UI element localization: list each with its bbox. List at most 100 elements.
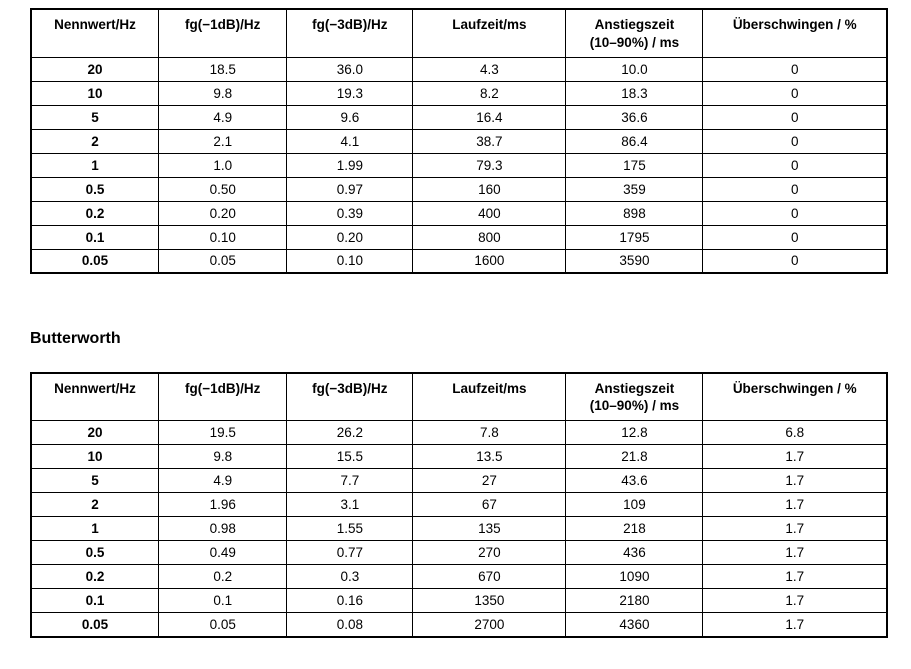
- table-cell: 4360: [565, 612, 704, 638]
- filter-table-butterworth: Nennwert/Hz fg(−1dB)/Hz fg(−3dB)/Hz Lauf…: [30, 371, 888, 638]
- table-cell: 0: [702, 80, 888, 106]
- table-cell: 1.7: [702, 492, 888, 518]
- table-row: 5 4.9 9.6 16.4 36.6 0: [30, 104, 888, 130]
- table-cell: 0: [702, 224, 888, 250]
- table-cell: 86.4: [565, 128, 704, 154]
- table-cell: 2.1: [158, 128, 288, 154]
- table-cell: 1.7: [702, 612, 888, 638]
- table-cell: 0: [702, 104, 888, 130]
- column-header-laufzeit: Laufzeit/ms: [412, 372, 567, 422]
- table-cell: 9.8: [158, 80, 288, 106]
- table-cell: 5: [30, 468, 160, 494]
- filter-table-top: Nennwert/Hz fg(−1dB)/Hz fg(−3dB)/Hz Lauf…: [30, 8, 888, 274]
- table-cell: 0.16: [286, 588, 414, 614]
- table-cell: 79.3: [412, 152, 567, 178]
- table-cell: 0: [702, 56, 888, 82]
- table-cell: 0.97: [286, 176, 414, 202]
- table-cell: 800: [412, 224, 567, 250]
- table-cell: 109: [565, 492, 704, 518]
- table-row: 0.1 0.10 0.20 800 1795 0: [30, 224, 888, 250]
- table-row: 0.5 0.49 0.77 270 436 1.7: [30, 540, 888, 566]
- table-cell: 135: [412, 516, 567, 542]
- table-cell: 19.5: [158, 420, 288, 446]
- table-cell: 0.3: [286, 564, 414, 590]
- column-header-fg1db: fg(−1dB)/Hz: [158, 372, 288, 422]
- table-cell: 10: [30, 444, 160, 470]
- table-cell: 0.10: [158, 224, 288, 250]
- table-cell: 9.6: [286, 104, 414, 130]
- table-cell: 36.6: [565, 104, 704, 130]
- table-cell: 175: [565, 152, 704, 178]
- table-cell: 898: [565, 200, 704, 226]
- table-row: 20 18.5 36.0 4.3 10.0 0: [30, 56, 888, 82]
- table-cell: 1.55: [286, 516, 414, 542]
- table-cell: 0: [702, 200, 888, 226]
- table-cell: 0.2: [30, 200, 160, 226]
- table-cell: 1600: [412, 248, 567, 274]
- table-cell: 3590: [565, 248, 704, 274]
- table-cell: 0.10: [286, 248, 414, 274]
- column-header-nennwert: Nennwert/Hz: [30, 372, 160, 422]
- table-cell: 0.2: [158, 564, 288, 590]
- table-cell: 38.7: [412, 128, 567, 154]
- table-cell: 0.50: [158, 176, 288, 202]
- table-cell: 0.39: [286, 200, 414, 226]
- table-cell: 1.7: [702, 468, 888, 494]
- table-cell: 0.05: [30, 248, 160, 274]
- column-header-anstiegszeit: Anstiegszeit (10–90%) / ms: [565, 372, 704, 422]
- table-cell: 21.8: [565, 444, 704, 470]
- table-cell: 1.7: [702, 588, 888, 614]
- table-cell: 27: [412, 468, 567, 494]
- table-cell: 0.1: [158, 588, 288, 614]
- table-cell: 2700: [412, 612, 567, 638]
- table-cell: 1.99: [286, 152, 414, 178]
- table-cell: 670: [412, 564, 567, 590]
- table-cell: 4.9: [158, 468, 288, 494]
- table-cell: 4.3: [412, 56, 567, 82]
- table-cell: 4.9: [158, 104, 288, 130]
- table-cell: 18.3: [565, 80, 704, 106]
- column-header-anstiegszeit: Anstiegszeit (10–90%) / ms: [565, 8, 704, 58]
- table-cell: 12.8: [565, 420, 704, 446]
- table-cell: 8.2: [412, 80, 567, 106]
- table-cell: 2: [30, 492, 160, 518]
- table-cell: 1795: [565, 224, 704, 250]
- table-cell: 7.7: [286, 468, 414, 494]
- table-cell: 218: [565, 516, 704, 542]
- table-cell: 2: [30, 128, 160, 154]
- table-cell: 0.20: [286, 224, 414, 250]
- column-header-fg3db: fg(−3dB)/Hz: [286, 372, 414, 422]
- table-cell: 0: [702, 248, 888, 274]
- header-row: Nennwert/Hz fg(−1dB)/Hz fg(−3dB)/Hz Lauf…: [30, 8, 888, 58]
- table-row: 0.5 0.50 0.97 160 359 0: [30, 176, 888, 202]
- table-cell: 4.1: [286, 128, 414, 154]
- table-cell: 3.1: [286, 492, 414, 518]
- table-cell: 0.49: [158, 540, 288, 566]
- table-cell: 36.0: [286, 56, 414, 82]
- table-cell: 16.4: [412, 104, 567, 130]
- table-cell: 0: [702, 128, 888, 154]
- table-cell: 10: [30, 80, 160, 106]
- table-row: 0.05 0.05 0.10 1600 3590 0: [30, 248, 888, 274]
- table-cell: 0.20: [158, 200, 288, 226]
- table-cell: 1350: [412, 588, 567, 614]
- table-cell: 400: [412, 200, 567, 226]
- column-header-ueberschwingen: Überschwingen / %: [702, 372, 888, 422]
- table-cell: 0.05: [158, 612, 288, 638]
- column-header-fg3db: fg(−3dB)/Hz: [286, 8, 414, 58]
- table-cell: 436: [565, 540, 704, 566]
- table-cell: 43.6: [565, 468, 704, 494]
- table-cell: 0.05: [30, 612, 160, 638]
- table-cell: 20: [30, 420, 160, 446]
- table-row: 0.05 0.05 0.08 2700 4360 1.7: [30, 612, 888, 638]
- table-cell: 0.5: [30, 540, 160, 566]
- column-header-fg1db: fg(−1dB)/Hz: [158, 8, 288, 58]
- table-cell: 1.7: [702, 444, 888, 470]
- table-cell: 10.0: [565, 56, 704, 82]
- table-cell: 1: [30, 516, 160, 542]
- document-page: Nennwert/Hz fg(−1dB)/Hz fg(−3dB)/Hz Lauf…: [30, 8, 888, 638]
- table-cell: 9.8: [158, 444, 288, 470]
- table-cell: 1: [30, 152, 160, 178]
- table-cell: 160: [412, 176, 567, 202]
- table-cell: 26.2: [286, 420, 414, 446]
